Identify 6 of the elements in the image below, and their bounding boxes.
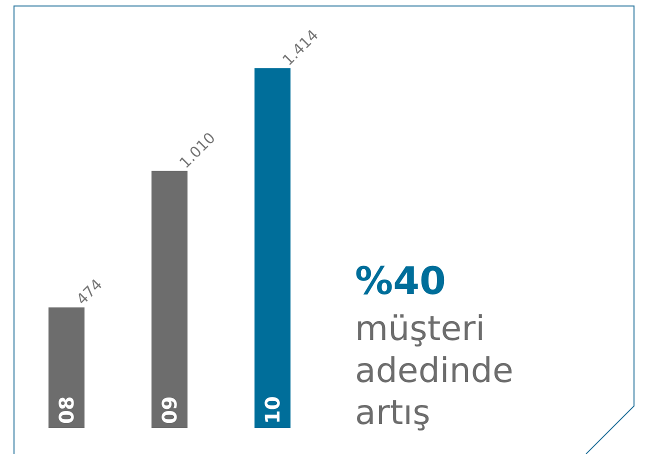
x-tick-label: 09 (158, 396, 182, 424)
x-tick-label: 08 (54, 396, 78, 424)
data-label: 474 (72, 275, 106, 308)
text: müşteri adedinde artış (355, 309, 514, 433)
x-tick-label: 10 (260, 396, 284, 424)
text: %40 (355, 259, 446, 303)
